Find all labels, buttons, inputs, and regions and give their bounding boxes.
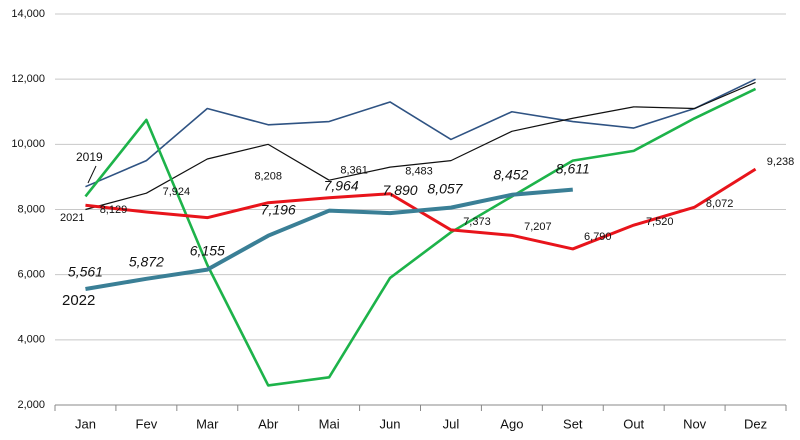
data-label: 6,155 [190,242,225,258]
series-line [85,81,756,211]
data-label: 8,452 [493,166,528,182]
y-tick-label: 12,000 [11,73,45,85]
data-label: 7,196 [261,201,296,217]
series-name: 2022 [62,292,95,309]
data-label: 8,483 [405,166,433,178]
data-label: 7,924 [163,186,191,198]
pointer [87,165,97,184]
y-tick-label: 2,000 [17,399,45,411]
data-label: 8,208 [254,171,282,183]
data-label: 8,072 [706,198,734,210]
x-tick-label: Mai [319,416,340,431]
x-tick-label: Nov [683,416,707,431]
series-name: 2021 [60,212,84,224]
x-tick-label: Set [563,416,583,431]
y-tick-label: 6,000 [17,269,45,281]
y-tick-label: 4,000 [17,334,45,346]
x-tick-label: Mar [196,416,219,431]
data-label: 8,361 [340,165,368,177]
x-tick-label: Fev [136,416,158,431]
x-tick-label: Ago [500,416,523,431]
data-label: 7,373 [463,216,491,228]
series-line [85,187,573,291]
x-tick-label: Dez [744,416,767,431]
y-tick-label: 10,000 [11,138,45,150]
x-tick-label: Out [623,416,644,431]
x-tick-label: Jan [75,416,96,431]
y-tick-label: 8,000 [17,203,45,215]
series-line [84,87,757,387]
x-tick-label: Jul [443,416,460,431]
y-tick-label: 14,000 [11,8,45,20]
data-label: 7,520 [646,216,674,228]
data-label: 9,238 [767,156,795,168]
x-tick-label: Abr [258,416,279,431]
series-name: 2019 [76,150,103,164]
data-label: 5,561 [68,264,103,280]
data-label: 6,790 [584,231,612,243]
series-line [85,78,756,188]
data-label: 7,207 [524,221,552,233]
data-label: 7,890 [383,182,418,198]
data-label: 5,872 [129,254,164,270]
data-label: 8,057 [427,180,463,196]
data-label: 7,964 [324,177,359,193]
data-label: 8,129 [100,204,128,216]
x-tick-label: Jun [380,416,401,431]
data-label: 8,611 [556,160,590,176]
